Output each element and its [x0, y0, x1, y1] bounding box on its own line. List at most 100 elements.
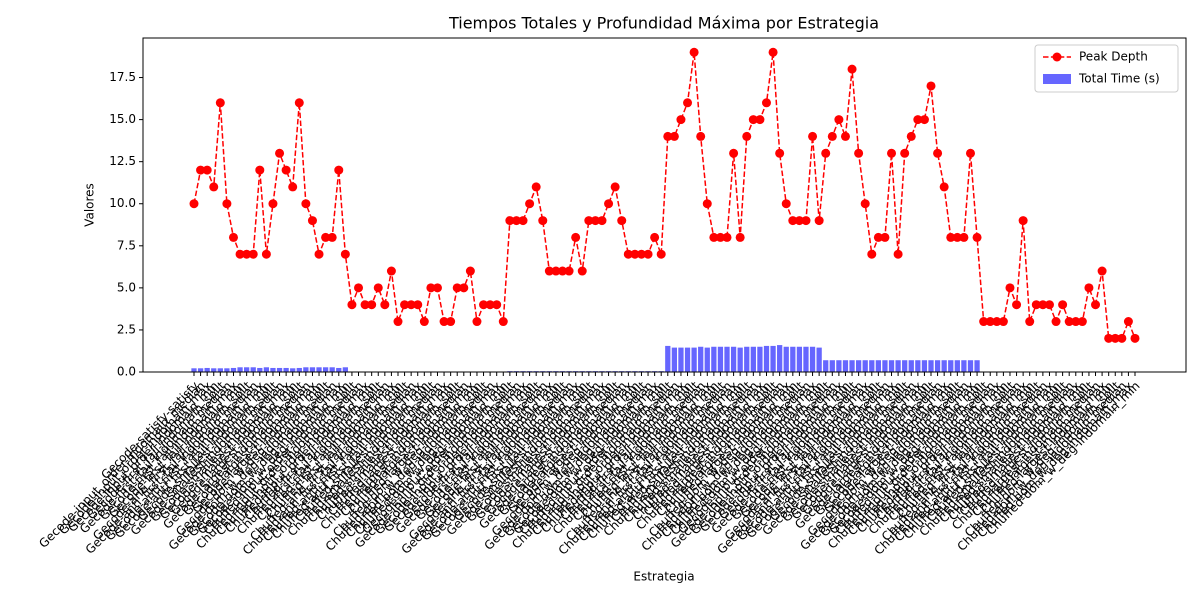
point: [459, 283, 469, 293]
bar: [191, 368, 197, 372]
point: [781, 199, 791, 209]
point: [1084, 283, 1094, 293]
legend-swatch: [1043, 74, 1071, 84]
bar: [934, 360, 941, 372]
point: [479, 300, 489, 310]
point: [814, 216, 824, 226]
y-tick-label: 7.5: [117, 238, 136, 252]
y-tick-label: 2.5: [117, 322, 136, 336]
point: [610, 182, 620, 192]
point: [393, 317, 403, 327]
point: [439, 317, 449, 327]
point: [196, 165, 206, 175]
y-tick-label: 15.0: [109, 112, 136, 126]
point: [518, 216, 528, 226]
point: [564, 266, 574, 276]
point: [827, 131, 837, 141]
point: [952, 232, 962, 242]
point: [432, 283, 442, 293]
point: [1018, 216, 1028, 226]
bar: [921, 360, 928, 372]
point: [268, 199, 278, 209]
bar: [217, 368, 223, 372]
point: [1104, 333, 1114, 343]
point: [538, 216, 548, 226]
plot-frame: [142, 37, 1187, 373]
bar: [290, 368, 296, 372]
point: [913, 115, 923, 125]
point: [729, 148, 739, 158]
point: [669, 131, 679, 141]
point: [321, 232, 331, 242]
point: [979, 317, 989, 327]
point: [354, 283, 364, 293]
point: [577, 266, 587, 276]
point: [590, 216, 600, 226]
bar: [691, 347, 697, 372]
bar: [717, 346, 724, 372]
bar: [698, 346, 704, 372]
point: [1058, 300, 1068, 310]
bar: [724, 346, 730, 372]
bar: [855, 360, 862, 372]
bar: [777, 345, 783, 372]
point: [933, 148, 943, 158]
point: [228, 232, 238, 242]
bar: [342, 367, 348, 372]
bar: [869, 360, 875, 372]
point: [959, 232, 969, 242]
point: [209, 182, 219, 192]
point: [452, 283, 462, 293]
point: [847, 64, 857, 74]
point: [801, 216, 811, 226]
point: [939, 182, 949, 192]
bar: [948, 360, 954, 372]
point: [498, 317, 508, 327]
point: [1005, 283, 1015, 293]
point: [1117, 333, 1127, 343]
point: [505, 216, 515, 226]
point: [597, 216, 607, 226]
bar: [750, 346, 756, 372]
bar: [967, 360, 974, 372]
point: [1038, 300, 1048, 310]
bar: [796, 346, 803, 372]
point: [189, 199, 199, 209]
point: [742, 131, 752, 141]
point: [1044, 300, 1054, 310]
point: [821, 148, 831, 158]
bar: [244, 367, 250, 372]
bar: [915, 360, 921, 372]
point: [630, 249, 640, 259]
bar: [902, 360, 908, 372]
bar: [276, 367, 283, 372]
point: [906, 131, 916, 141]
chart-title: Tiempos Totales y Profundidad Máxima por…: [448, 14, 879, 33]
point: [683, 98, 693, 108]
point: [1077, 317, 1087, 327]
point: [919, 115, 929, 125]
point: [584, 216, 594, 226]
point: [406, 300, 416, 310]
bar: [928, 360, 934, 372]
bar: [908, 360, 914, 372]
bar: [678, 347, 684, 372]
point: [531, 182, 541, 192]
point: [808, 131, 818, 141]
point: [222, 199, 232, 209]
point: [1012, 300, 1022, 310]
point: [715, 232, 725, 242]
point: [340, 249, 350, 259]
bar: [882, 360, 888, 372]
bar: [263, 367, 270, 372]
bar: [829, 360, 835, 372]
bar: [665, 345, 671, 372]
bar: [322, 367, 329, 372]
point: [275, 148, 285, 158]
point: [788, 216, 798, 226]
point: [965, 148, 975, 158]
point: [893, 249, 903, 259]
